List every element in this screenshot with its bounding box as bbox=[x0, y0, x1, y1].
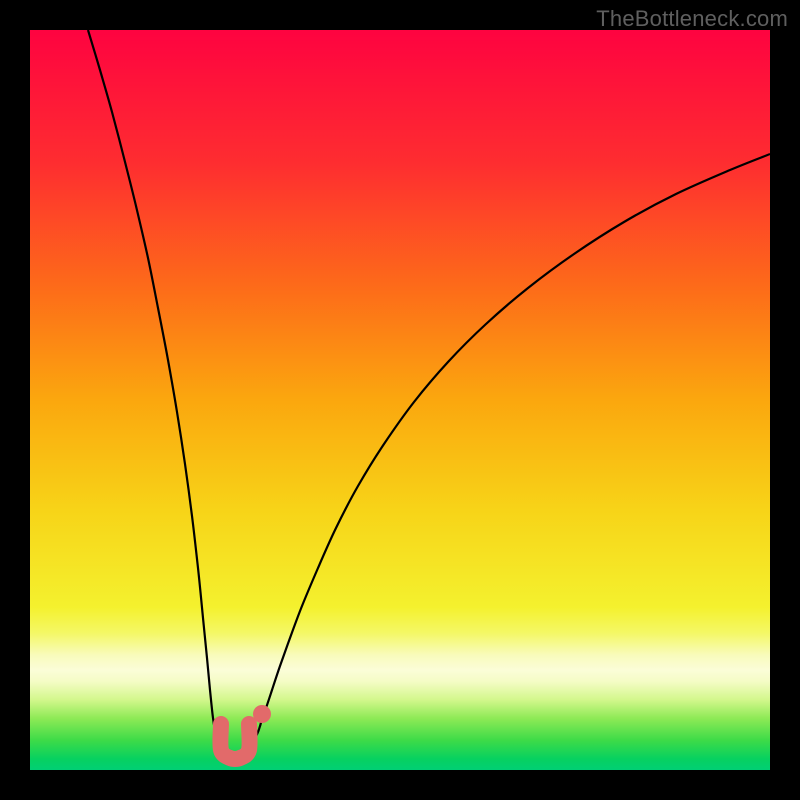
right-dot bbox=[253, 705, 271, 723]
watermark-text: TheBottleneck.com bbox=[596, 6, 788, 32]
right-curve bbox=[262, 154, 770, 718]
plot-area bbox=[30, 30, 770, 770]
u-marker bbox=[220, 724, 249, 759]
curve-layer bbox=[30, 30, 770, 770]
left-curve bbox=[88, 30, 219, 746]
chart-frame: TheBottleneck.com bbox=[0, 0, 800, 800]
